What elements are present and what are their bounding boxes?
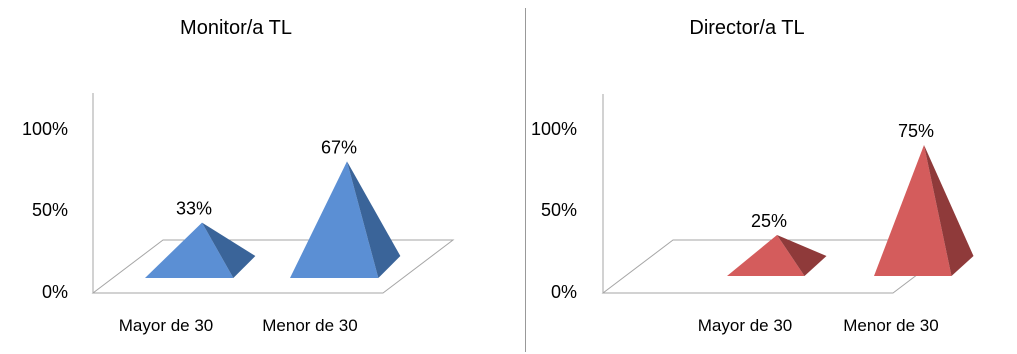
data-label: 25% [751, 211, 787, 231]
y-tick-label: 0% [551, 282, 577, 302]
category-label: Menor de 30 [262, 316, 357, 335]
pyramid-front-face [145, 222, 234, 278]
y-axis-ticks: 0% 50% 100% [22, 119, 68, 302]
pyramid-side-face [924, 145, 974, 276]
chart-monitor: Monitor/a TL 0% 50% 100% 33% 67% Mayor de 3… [0, 0, 508, 354]
data-label: 67% [321, 137, 357, 157]
y-tick-label: 100% [531, 119, 577, 139]
pyramid-bars: 25% 75% [727, 121, 974, 276]
category-label: Mayor de 30 [119, 316, 214, 335]
chart-director-svg: Director/a TL 0% 50% 100% 25% 75% Mayor de … [531, 17, 974, 335]
pyramid-side-face [777, 235, 827, 276]
pyramid-front-face [874, 145, 952, 276]
chart-director: Director/a TL 0% 50% 100% 25% 75% Mayor de … [509, 0, 1017, 354]
chart-title: Director/a TL [689, 17, 804, 39]
pyramid-bar: 67% [290, 137, 401, 278]
category-labels: Mayor de 30 Menor de 30 [698, 316, 939, 335]
chart-monitor-svg: Monitor/a TL 0% 50% 100% 33% 67% Mayor de 3… [22, 17, 455, 335]
chart-divider [525, 8, 526, 352]
y-tick-label: 50% [32, 200, 68, 220]
pyramid-bar: 25% [727, 211, 827, 276]
pyramid-front-face [290, 161, 379, 278]
category-label: Menor de 30 [843, 316, 938, 335]
pyramid-bar: 75% [874, 121, 974, 276]
floor-plane [91, 239, 455, 294]
y-tick-label: 50% [541, 200, 577, 220]
category-labels: Mayor de 30 Menor de 30 [119, 316, 358, 335]
y-tick-label: 100% [22, 119, 68, 139]
pyramid-front-face [727, 235, 805, 276]
category-label: Mayor de 30 [698, 316, 793, 335]
data-label: 75% [898, 121, 934, 141]
chart-title: Monitor/a TL [180, 17, 292, 39]
pyramid-side-face [202, 222, 256, 278]
data-label: 33% [176, 199, 212, 219]
chart-floor [91, 93, 455, 294]
pyramid-side-face [347, 161, 401, 278]
pyramid-bars: 33% 67% [145, 137, 401, 278]
y-tick-label: 0% [42, 282, 68, 302]
pyramid-bar: 33% [145, 199, 256, 278]
y-axis-ticks: 0% 50% 100% [531, 119, 577, 302]
